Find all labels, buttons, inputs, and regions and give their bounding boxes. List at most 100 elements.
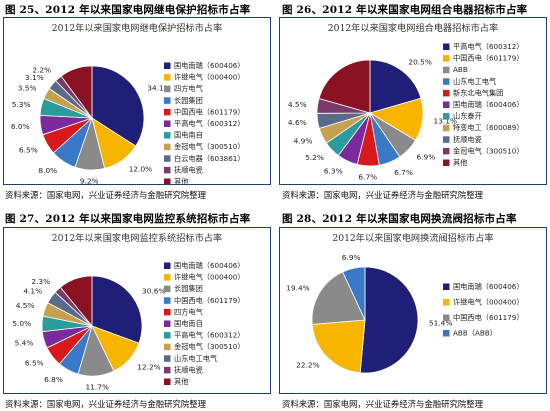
legend-swatch [443,283,450,290]
chart-title: 2012年以来国家电网继电保护招标市占率 [52,22,222,34]
pie-chart-relay-protection: 2012年以来国家电网继电保护招标市占率 34.1% 国电南瑞（600406） 12.… [11,22,245,184]
slice-percent-label: 3.1% [25,73,44,82]
legend-swatch [443,55,450,62]
slice-percent-label: 30.6% [142,287,165,296]
legend-entry: 四方电气 [174,307,203,316]
slice-percent-label: 5.2% [305,153,324,162]
chart-panel-26: 2012年以来国家电网组合电器招标市占率 20.5% 平高电气（600312） 13.… [279,17,547,185]
legend-entry: 抚顺电瓷 [174,365,203,374]
legend-entry: 国电南瑞（600406） [174,61,245,70]
legend-swatch [443,299,450,306]
slice-percent-label: 34.1% [147,83,170,92]
slice-percent-label: 3.5% [18,84,37,93]
slice-percent-label: 12.0% [129,165,152,174]
slice-percent-label: 2.3% [31,277,50,286]
legend-entry: 山东电工电气 [453,77,496,86]
legend-swatch [164,343,171,351]
legend-entry: 国电南瑞（600406） [174,261,245,270]
pie-chart-converter-valve: 2012年以来国家电网换流阀招标市占率 51.4% 国电南瑞（600406） 22.2… [286,232,524,374]
chart-title: 2012年以来国家电网组合电器招标市占率 [328,22,498,34]
legend-swatch [443,78,450,85]
slice-percent-label: 22.2% [296,361,319,370]
legend-entry: 其他 [174,377,188,386]
slice-percent-label: 6.9% [417,153,436,162]
slice-percent-label: 5.4% [15,339,34,348]
slice-percent-label: 9.2% [80,176,99,184]
legend-entry: 山东泰开 [453,112,482,121]
slice-percent-label: 12.2% [137,362,160,371]
chart-title: 2012年以来国家电网监控系统招标市占率 [52,232,222,244]
legend-entry: 新东北电气集团 [453,88,503,97]
legend-entry: 山东电工电气 [174,354,217,363]
slice-percent-label: 5.0% [12,319,31,328]
legend-swatch [164,378,171,385]
pie-slice [91,275,143,344]
legend-entry: 国电南瑞（600406） [453,282,524,291]
legend-entry: 平高电气（600312） [453,42,524,51]
legend-entry: 抚顺电瓷 [174,165,203,174]
pie-slice [59,275,93,328]
legend-swatch [164,274,171,281]
legend-swatch [443,101,450,108]
legend-entry: 特变电工（600089） [453,123,524,132]
slice-percent-label: 6.7% [394,168,413,177]
legend-entry: 国电南自 [174,131,203,140]
slice-percent-label: 6.5% [25,359,44,368]
legend-swatch [164,178,171,184]
slice-percent-label: 5.3% [12,100,31,109]
legend-swatch [443,43,450,50]
pie-slice [359,266,419,374]
slice-percent-label: 4.5% [16,301,35,310]
legend-entry: 其他 [453,158,467,167]
legend-entry: 许继电气（000400） [453,298,524,307]
slice-percent-label: 20.5% [408,57,431,66]
legend-swatch [164,74,171,81]
chart-title: 2012年以来国家电网换流阀招标市占率 [332,232,493,244]
legend-entry: 长园集团 [174,284,203,293]
figure-title-26: 图 26、2012 年以来国家电网组合电器招标市占率 [282,4,528,16]
legend-entry: 金冠电气（300510） [174,142,245,151]
legend-swatch [164,143,171,151]
legend-swatch [443,89,450,97]
slice-percent-label: 4.1% [23,286,42,295]
legend-swatch [164,97,171,104]
legend-entry: 中国西电（601179） [174,296,245,305]
legend-swatch [164,166,171,174]
legend-swatch [443,159,450,166]
legend-swatch [164,108,171,116]
legend-entry: 许继电气（000400） [174,273,245,282]
legend-entry: 国电南瑞（600406） [453,100,524,109]
slice-percent-label: 11.7% [85,382,108,391]
pie-slice [60,65,93,120]
pie-slice [318,59,371,114]
legend-swatch [164,355,171,362]
chart-panel-28: 2012年以来国家电网换流阀招标市占率 51.4% 国电南瑞（600406） 22.2… [279,227,547,394]
legend-swatch [164,320,171,327]
legend-swatch [443,314,450,321]
legend-swatch [443,147,450,155]
legend-entry: 中国西电（601179） [174,107,245,116]
slice-percent-label: 6.8% [44,375,63,384]
slice-percent-label: 4.5% [288,100,307,109]
slice-percent-label: 4.6% [288,118,307,127]
pie-slice [342,266,366,321]
legend-swatch [164,262,171,269]
slice-percent-label: 8.0% [38,166,57,175]
slice-percent-label: 19.4% [286,283,309,292]
legend-swatch [443,124,450,132]
legend-entry: 金冠电气（300510） [453,146,524,155]
legend-entry: ABB（ABB） [453,329,497,338]
pie-chart-gis: 2012年以来国家电网组合电器招标市占率 20.5% 平高电气（600312） 13.… [288,22,524,182]
legend-swatch [164,332,171,339]
figure-title-27: 图 27、2012 年以来国家电网监控系统招标市占率 [5,213,251,225]
legend-entry: 平高电气（600312） [174,119,245,128]
slice-percent-label: 6.5% [19,145,38,154]
legend-swatch [443,136,450,143]
legend-swatch [164,85,171,93]
legend-entry: 中国西电（601179） [453,313,524,322]
legend-swatch [443,330,450,337]
slice-percent-label: 6.0% [11,122,30,131]
slice-percent-label: 6.3% [324,166,343,175]
slice-percent-label: 13.1% [434,117,457,126]
legend-swatch [164,120,171,127]
